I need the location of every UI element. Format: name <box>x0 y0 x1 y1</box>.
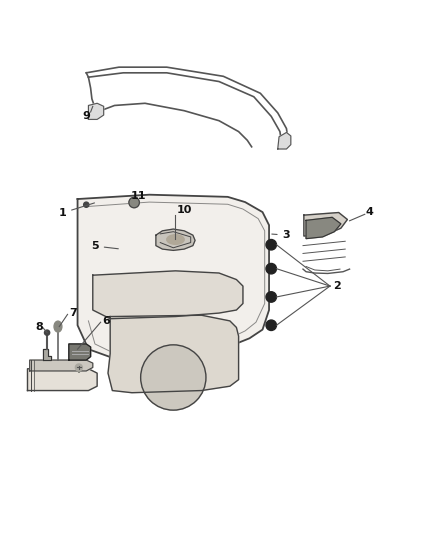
Circle shape <box>84 202 89 207</box>
Polygon shape <box>156 229 195 251</box>
Polygon shape <box>30 360 93 371</box>
Circle shape <box>266 320 276 330</box>
Polygon shape <box>306 217 341 239</box>
Polygon shape <box>304 213 347 236</box>
Text: 5: 5 <box>91 241 118 251</box>
Text: 10: 10 <box>177 205 192 215</box>
Ellipse shape <box>54 321 62 332</box>
Circle shape <box>129 197 139 208</box>
Text: 2: 2 <box>332 281 340 291</box>
Circle shape <box>266 239 276 250</box>
Polygon shape <box>28 369 97 391</box>
Text: 11: 11 <box>131 191 146 200</box>
Circle shape <box>141 345 206 410</box>
Text: 9: 9 <box>82 111 90 122</box>
Text: 7: 7 <box>69 308 77 318</box>
Polygon shape <box>278 133 291 149</box>
Circle shape <box>75 364 82 371</box>
Polygon shape <box>43 349 51 360</box>
Polygon shape <box>78 195 269 357</box>
Text: 8: 8 <box>36 321 43 332</box>
Circle shape <box>45 330 49 335</box>
Polygon shape <box>88 103 104 119</box>
Polygon shape <box>108 315 239 393</box>
Text: 6: 6 <box>102 316 110 326</box>
Circle shape <box>266 263 276 274</box>
Polygon shape <box>93 271 243 319</box>
Ellipse shape <box>167 235 184 244</box>
Circle shape <box>266 292 276 302</box>
Text: 3: 3 <box>272 230 290 240</box>
Text: 1: 1 <box>58 203 95 218</box>
Text: 4: 4 <box>365 207 373 217</box>
Polygon shape <box>69 344 91 360</box>
